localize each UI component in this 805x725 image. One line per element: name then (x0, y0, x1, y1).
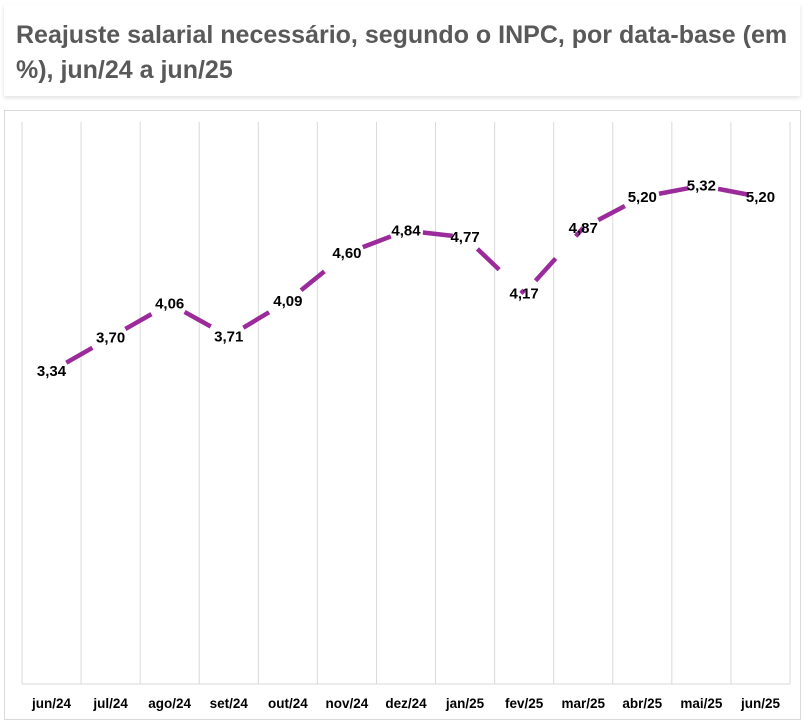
x-tick-label: abr/25 (622, 696, 662, 711)
line-segment (168, 301, 230, 339)
x-tick-label: out/24 (268, 696, 308, 711)
x-tick-label: set/24 (210, 696, 249, 711)
data-labels: 3,34 3,70 4,06 3,71 4,09 4,60 4,84 4,77 4,17 4,87… (37, 178, 775, 380)
line-segment (227, 298, 290, 339)
data-label: 5,20 (746, 189, 775, 206)
line-segment (582, 194, 644, 230)
line-segment (109, 301, 171, 340)
data-label: 4,09 (273, 293, 302, 310)
x-axis-ticks: jun/24 jul/24 ago/24 set/24 out/24 nov/24 dez/… (31, 696, 780, 711)
data-label: 4,06 (155, 296, 184, 313)
data-label: 3,71 (214, 328, 243, 345)
line-segment (286, 251, 349, 303)
chart-area (4, 110, 801, 720)
grid-lines (21, 122, 791, 685)
x-tick-label: jun/25 (740, 696, 781, 711)
line-segment (463, 235, 526, 296)
data-label: 4,77 (450, 229, 479, 246)
line-segment (405, 228, 466, 240)
x-tick-label: ago/24 (148, 696, 191, 711)
data-label: 3,34 (37, 363, 67, 380)
line-segment (522, 226, 585, 295)
x-tick-label: mar/25 (561, 696, 605, 711)
series-line (50, 183, 761, 374)
data-label: 4,87 (569, 220, 598, 237)
x-tick-label: mai/25 (680, 696, 723, 711)
line-segment (50, 335, 112, 374)
data-label: 4,60 (332, 245, 361, 262)
x-tick-label: jan/25 (445, 696, 485, 711)
x-tick-label: jun/24 (31, 696, 72, 711)
x-tick-label: jul/24 (92, 696, 128, 711)
data-label: 4,17 (510, 285, 539, 302)
x-tick-label: dez/24 (385, 696, 427, 711)
data-label: 4,84 (391, 223, 421, 240)
line-segment (346, 228, 407, 256)
line-segment (700, 183, 761, 200)
x-tick-label: nov/24 (326, 696, 369, 711)
line-segment (641, 183, 702, 200)
data-label: 3,70 (96, 329, 125, 346)
x-tick-label: fev/25 (505, 696, 544, 711)
data-label: 5,32 (687, 178, 716, 195)
chart-title: Reajuste salarial necessário, segundo o … (16, 21, 788, 84)
title-box: Reajuste salarial necessário, segundo o … (4, 4, 800, 96)
data-label: 5,20 (628, 189, 657, 206)
